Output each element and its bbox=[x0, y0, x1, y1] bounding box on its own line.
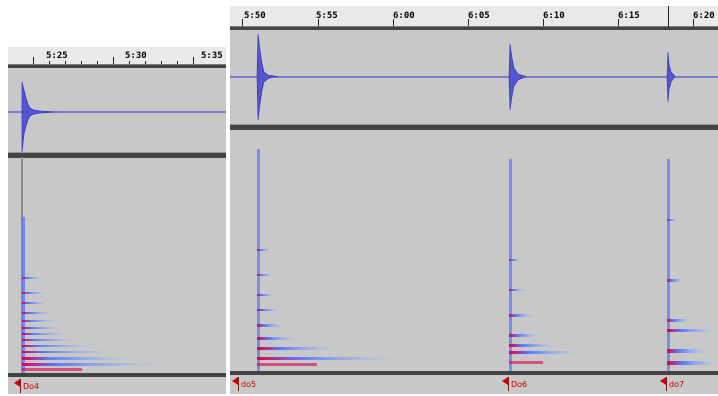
label-track[interactable]: Do4 bbox=[8, 377, 226, 394]
ruler-label: 5:35 bbox=[201, 51, 223, 61]
ruler-label: 6:20 bbox=[693, 11, 715, 21]
marker-flag-icon bbox=[660, 377, 666, 385]
waveform bbox=[8, 81, 226, 152]
marker-label: Do4 bbox=[23, 382, 40, 391]
right-editor-panel: 5:50 5:55 6:00 6:05 6:10 6:15 6:20 bbox=[230, 6, 718, 394]
ruler-label: 6:15 bbox=[618, 11, 640, 21]
ruler-label: 5:55 bbox=[316, 11, 338, 21]
spectrogram-track[interactable] bbox=[230, 129, 718, 371]
waveform bbox=[230, 33, 718, 121]
spectrogram bbox=[257, 149, 718, 371]
waveform-track[interactable] bbox=[8, 68, 226, 152]
ruler-label: 5:25 bbox=[46, 51, 68, 61]
marker-flag-icon bbox=[232, 377, 238, 385]
marker-flag-icon bbox=[502, 377, 508, 385]
marker-label: do5 bbox=[241, 380, 257, 389]
ruler-label: 6:05 bbox=[468, 11, 490, 21]
left-editor-panel: 5:25 5:30 5:35 bbox=[8, 47, 226, 394]
ruler-label: 5:50 bbox=[244, 11, 266, 21]
marker-flag-icon bbox=[14, 379, 20, 387]
marker-label: do7 bbox=[669, 380, 685, 389]
timeline-ruler[interactable]: 5:25 5:30 5:35 bbox=[8, 47, 226, 65]
spectrogram-track[interactable] bbox=[8, 157, 226, 373]
ruler-label: 6:10 bbox=[543, 11, 565, 21]
waveform-track[interactable] bbox=[230, 30, 718, 124]
ruler-label: 6:00 bbox=[393, 11, 415, 21]
spectrogram bbox=[21, 157, 162, 373]
ruler-label: 5:30 bbox=[125, 51, 147, 61]
timeline-ruler[interactable]: 5:50 5:55 6:00 6:05 6:10 6:15 6:20 bbox=[230, 6, 718, 27]
playback-cursor[interactable] bbox=[668, 6, 669, 28]
marker-label: Do6 bbox=[511, 380, 528, 389]
label-track[interactable]: do5 Do6 do7 bbox=[230, 375, 718, 394]
